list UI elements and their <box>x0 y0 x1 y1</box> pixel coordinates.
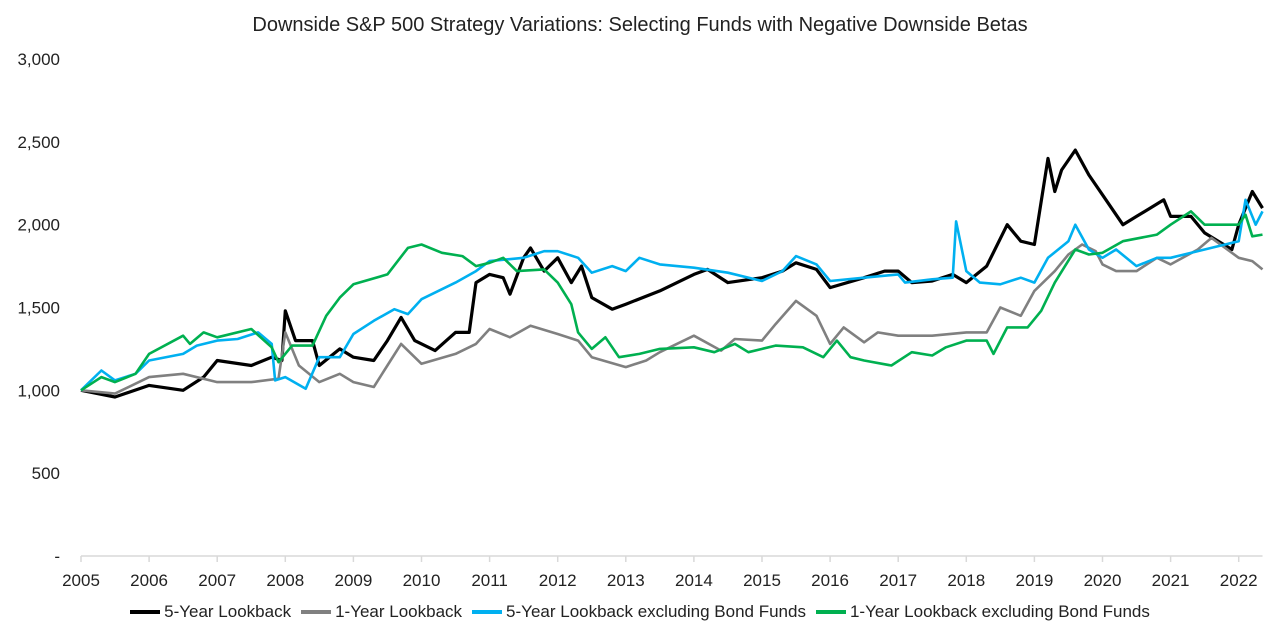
legend-label: 1-Year Lookback excluding Bond Funds <box>849 602 1150 621</box>
series-line-1-year-lookback-excluding-bond-funds <box>80 210 1263 392</box>
x-tick-label: 2012 <box>539 571 577 590</box>
legend-swatch <box>815 610 846 614</box>
y-tick-label: 2,500 <box>17 133 60 152</box>
legend-swatch <box>130 610 161 614</box>
x-tick-label: 2020 <box>1084 571 1122 590</box>
x-tick-label: 2008 <box>266 571 304 590</box>
x-tick-label: 2011 <box>471 571 508 590</box>
x-tick-label: 2016 <box>811 571 849 590</box>
x-tick-label: 2006 <box>130 571 168 590</box>
x-tick-label: 2015 <box>743 571 781 590</box>
x-tick-label: 2017 <box>879 571 917 590</box>
x-tick-label: 2021 <box>1152 571 1190 590</box>
legend-swatch <box>301 610 332 614</box>
legend-swatch <box>472 610 503 614</box>
x-tick-label: 2010 <box>403 571 441 590</box>
x-tick-label: 2019 <box>1015 571 1053 590</box>
y-tick-label: - <box>54 547 60 566</box>
y-tick-label: 3,000 <box>17 50 60 69</box>
y-tick-label: 2,000 <box>17 216 60 235</box>
legend-item: 1-Year Lookback <box>301 602 462 622</box>
legend-label: 5-Year Lookback <box>164 602 292 621</box>
legend-label: 5-Year Lookback excluding Bond Funds <box>506 602 806 621</box>
legend: 5-Year Lookback 1-Year Lookback 5-Year Loo… <box>0 602 1280 622</box>
x-tick-label: 2007 <box>198 571 236 590</box>
x-tick-label: 2018 <box>947 571 985 590</box>
legend-item: 5-Year Lookback <box>130 602 291 622</box>
y-tick-label: 1,000 <box>17 381 60 400</box>
series-line-5-year-lookback <box>80 148 1264 399</box>
legend-label: 1-Year Lookback <box>335 602 463 621</box>
x-tick-label: 2022 <box>1220 571 1258 590</box>
x-tick-label: 2005 <box>62 571 100 590</box>
series-line-5-year-lookback-excluding-bond-funds <box>80 198 1264 392</box>
x-tick-label: 2014 <box>675 571 713 590</box>
legend-item: 5-Year Lookback excluding Bond Funds <box>472 602 806 622</box>
y-tick-label: 500 <box>32 464 60 483</box>
chart-title: Downside S&P 500 Strategy Variations: Se… <box>252 14 1028 36</box>
y-tick-label: 1,500 <box>17 299 60 318</box>
x-tick-label: 2013 <box>607 571 645 590</box>
legend-item: 1-Year Lookback excluding Bond Funds <box>815 602 1150 622</box>
series-line-1-year-lookback <box>80 236 1264 395</box>
x-tick-label: 2009 <box>334 571 372 590</box>
